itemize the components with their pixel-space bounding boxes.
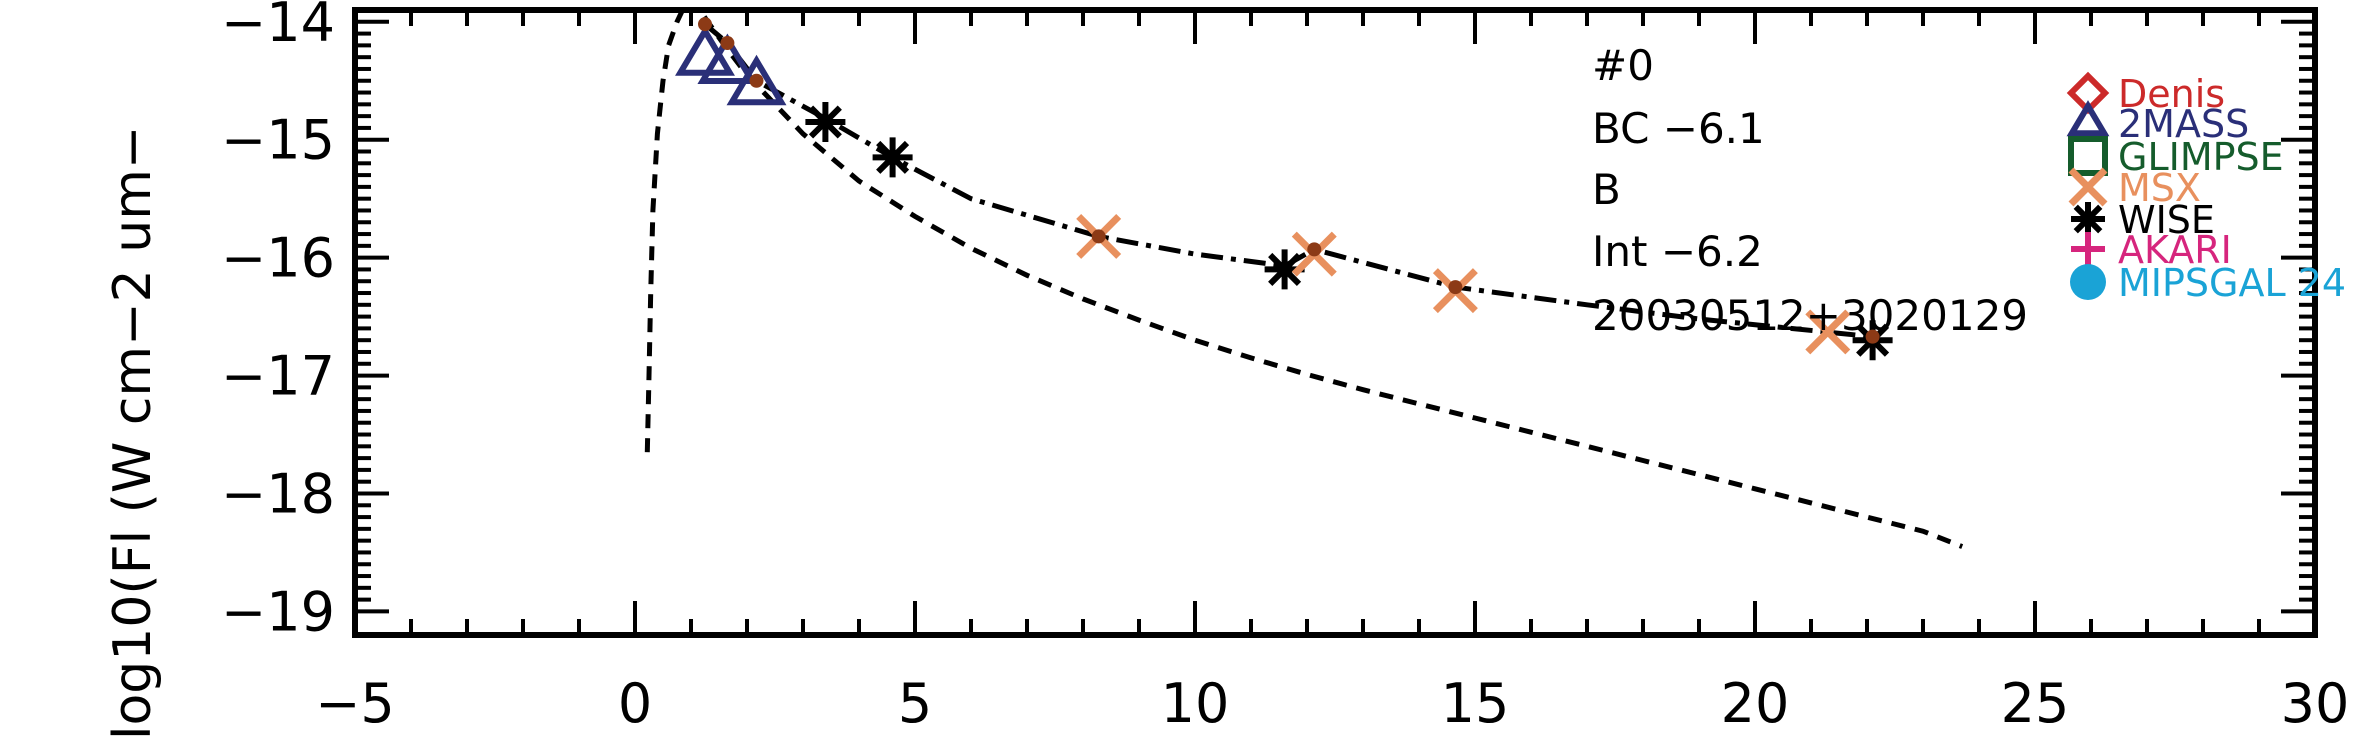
plot-area [644,10,1964,549]
legend-entry: WISE [2071,198,2215,242]
wise-point [805,102,846,143]
legend-marker-x [2068,167,2108,207]
x-tick-label: 5 [898,672,932,735]
legend-label: WISE [2118,198,2215,242]
legend-entry: 2MASS [2066,100,2249,146]
model-point [749,73,764,88]
model-point [698,17,712,32]
legend-label: 2MASS [2118,102,2249,146]
msx-point [1805,309,1851,355]
2mass-point [726,54,787,106]
legend-entry: GLIMPSE [2068,135,2284,179]
x-tick-label: 10 [1161,672,1230,735]
model-point [1865,329,1880,344]
y-tick-label: −15 [221,109,335,172]
wise-point [872,137,913,178]
2mass-point [697,33,758,85]
x-tick-label: 15 [1441,672,1510,735]
legend-label: GLIMPSE [2118,135,2284,179]
annotation-text: #0 [1592,41,1654,90]
x-tick-label: 20 [1721,672,1790,735]
plot-frame [352,7,2318,638]
wise-point [1264,249,1305,290]
y-tick-label: −19 [221,580,335,643]
annotation-text: 20030512+3020129 [1592,291,2028,340]
dash-dot-sed-curve [703,22,1873,340]
x-tick-label: 25 [2001,672,2070,735]
model-point [1091,229,1106,244]
legend-label: MSX [2118,166,2201,210]
legend-marker-circle [2070,264,2106,300]
legend-marker-plus [2071,232,2105,266]
legend-entry: Denis [2066,71,2225,116]
dashed-model-curve [644,10,1964,549]
x-tick-label: −5 [315,672,395,735]
model-point [1307,242,1322,257]
x-tick-label: 30 [2281,672,2350,735]
legend-marker-asterisk [2071,202,2105,236]
annotation-text: Int −6.2 [1592,227,1763,276]
legend-entry: MIPSGAL 24 [2070,261,2346,305]
y-tick-label: −18 [221,462,335,525]
legend-label: MIPSGAL 24 [2118,261,2346,305]
x-tick-label: 0 [618,672,652,735]
y-tick-label: −16 [221,227,335,290]
legend-label: AKARI [2118,228,2232,272]
y-tick-label: −14 [221,0,335,54]
legend-marker-triangle [2066,100,2110,137]
annotation-text: BC −6.1 [1592,104,1765,153]
model-point [1448,280,1463,295]
legend-entry: MSX [2068,166,2201,210]
legend-entry: AKARI [2071,228,2232,272]
legend-label: Denis [2118,72,2225,116]
y-tick-label: −17 [221,345,335,408]
model-point [720,36,735,51]
annotation-text: B [1592,165,1621,214]
legend-marker-square [2068,136,2108,176]
y-axis-label: log10(Fl (W cm−2 um− [103,126,163,740]
